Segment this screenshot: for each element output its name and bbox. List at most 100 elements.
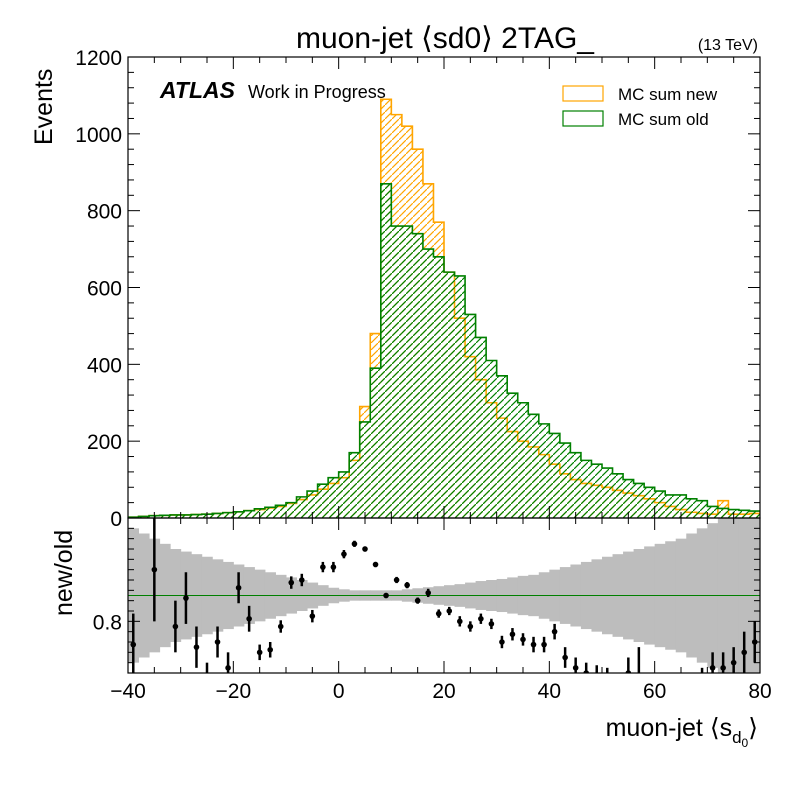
x-axis-tick-labels: −40 −20 0 20 40 60 80: [110, 680, 771, 703]
ratio-point: [225, 665, 231, 671]
ratio-point: [235, 584, 242, 591]
bin-fill-old: [623, 479, 634, 518]
ratio-point: [520, 636, 526, 643]
bin-fill-old: [707, 506, 718, 518]
bin-fill-old: [465, 314, 476, 518]
ratio-point: [214, 639, 221, 645]
bin-fill-old: [233, 511, 244, 518]
x-axis-label-end: ⟩: [748, 714, 758, 742]
bin-fill-old: [644, 487, 655, 518]
bin-fill-old: [486, 360, 497, 518]
bin-fill-old: [612, 473, 624, 518]
ratio-point: [709, 665, 716, 671]
y-axis-tick-labels: 0 200 400 600 800 1000 1200: [75, 47, 122, 531]
ratio-point: [330, 564, 337, 570]
legend: MC sum new MC sum old: [562, 85, 718, 129]
ratio-point: [530, 641, 537, 648]
ratio-point: [172, 623, 179, 630]
ratio-point: [320, 564, 326, 570]
ratio-point: [404, 582, 410, 588]
ratio-point: [414, 597, 421, 604]
y-tick-label: 200: [87, 431, 122, 454]
y-tick-label: 1200: [75, 47, 122, 70]
bin-fill-old: [686, 498, 697, 518]
bin-fill-old: [475, 337, 487, 518]
bin-fill-old: [580, 460, 592, 518]
bin-fill-old: [191, 514, 202, 518]
bin-fill-old: [570, 452, 581, 518]
experiment-label: ATLAS: [159, 77, 236, 103]
ratio-point: [372, 561, 379, 568]
ratio-point: [351, 541, 358, 547]
bin-fill-old: [654, 491, 666, 518]
ratio-point: [446, 608, 453, 614]
ratio-point: [130, 641, 137, 648]
bin-fill-old: [738, 510, 750, 518]
bin-fill-old: [696, 500, 708, 518]
bin-fill-old: [528, 414, 539, 518]
x-tick-label: 60: [643, 680, 666, 703]
bin-fill-old: [317, 484, 329, 518]
bin-fill-old: [307, 491, 318, 518]
bin-fill-old: [212, 513, 223, 518]
x-tick-label: 40: [538, 680, 561, 703]
main-axis-ticks: [127, 56, 761, 519]
ratio-point: [583, 670, 589, 673]
chart-title: muon-jet ⟨sd0⟩ 2TAG_: [296, 22, 595, 55]
bin-fill-old: [264, 507, 276, 518]
y-tick-label: 1000: [75, 124, 122, 147]
bin-fill-old: [222, 512, 234, 518]
bin-fill-old: [338, 471, 350, 518]
ratio-point: [299, 577, 305, 583]
main-histogram-area: [128, 98, 760, 518]
bin-fill-old: [349, 452, 360, 518]
bin-fill-old: [507, 393, 518, 518]
bin-fill-old: [412, 233, 423, 518]
ratio-point: [730, 659, 737, 666]
x-axis-label-main: muon-jet ⟨s: [606, 714, 732, 742]
ratio-point: [499, 639, 505, 645]
ratio-y-axis-label: new/old: [50, 530, 78, 616]
ratio-point: [741, 649, 747, 656]
y-tick-label: 400: [87, 354, 122, 377]
bin-fill-old: [391, 226, 402, 518]
bin-fill-old: [401, 226, 413, 518]
y-tick-label: 800: [87, 201, 122, 224]
ratio-point: [341, 551, 347, 557]
ratio-point: [267, 646, 274, 653]
x-tick-label: 0: [333, 680, 345, 703]
ratio-point: [478, 615, 484, 622]
ratio-y-tick-label: 0.8: [93, 611, 122, 634]
ratio-point: [562, 654, 568, 661]
legend-label-old: MC sum old: [618, 110, 709, 129]
ratio-point: [457, 618, 463, 625]
experiment-sublabel: Work in Progress: [248, 82, 386, 102]
ratio-point: [288, 579, 295, 586]
bin-fill-old: [665, 494, 676, 518]
ratio-point: [509, 631, 516, 638]
ratio-point: [541, 641, 547, 648]
bin-fill-old: [517, 402, 529, 518]
bin-fill-old: [633, 483, 645, 518]
x-tick-label: −20: [216, 680, 252, 703]
bin-fill-old: [286, 502, 297, 518]
bin-fill-old: [159, 515, 171, 518]
ratio-point: [467, 623, 474, 630]
bin-fill-old: [243, 510, 255, 518]
bin-fill-old: [296, 496, 308, 518]
ratio-point: [183, 595, 189, 601]
bin-fill-old: [538, 423, 550, 518]
bin-fill-old: [370, 368, 381, 518]
bin-fill-old: [444, 272, 455, 518]
x-tick-label: −40: [110, 680, 146, 703]
bin-fill-old: [359, 421, 371, 518]
legend-swatch-old: [562, 110, 604, 127]
x-axis-label: muon-jet ⟨sd0⟩: [606, 714, 758, 750]
energy-label: (13 TeV): [698, 37, 758, 54]
bin-fill-old: [749, 511, 760, 518]
bin-fill-old: [275, 505, 286, 518]
y-tick-label: 600: [87, 278, 122, 301]
ratio-point: [277, 623, 284, 630]
x-tick-label: 80: [748, 680, 771, 703]
